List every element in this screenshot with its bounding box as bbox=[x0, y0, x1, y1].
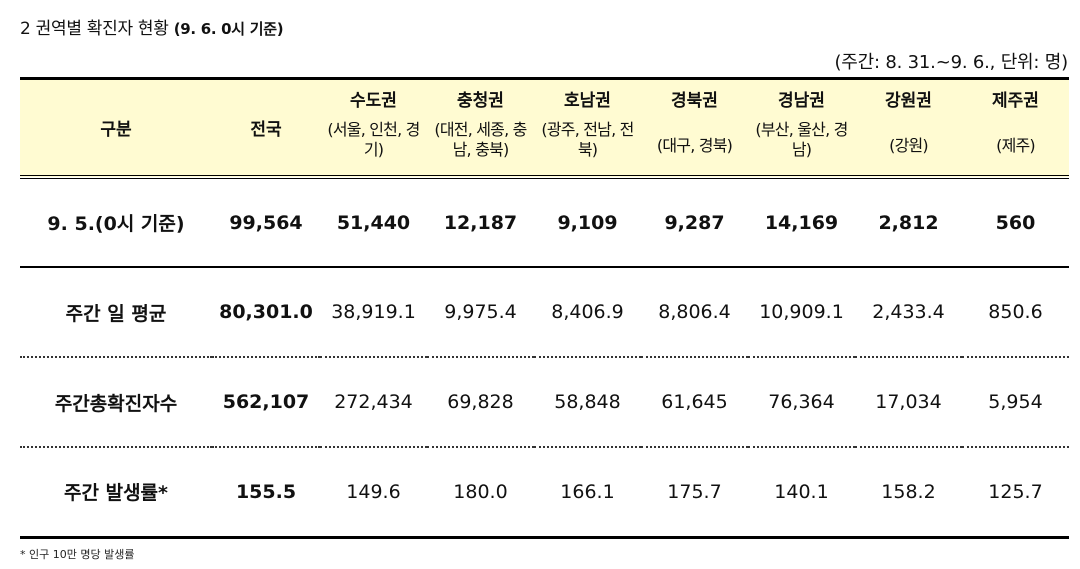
region-value: 5,954 bbox=[988, 391, 1043, 413]
header-region-name: 호남권 bbox=[534, 78, 641, 116]
region-value: 8,406.9 bbox=[551, 301, 624, 323]
region-value: 17,034 bbox=[875, 391, 942, 413]
region-value: 850.6 bbox=[988, 301, 1043, 323]
header-region-sub: (광주, 전남, 전북) bbox=[534, 116, 641, 177]
header-region-name: 제주권 bbox=[962, 78, 1069, 116]
region-value: 149.6 bbox=[346, 480, 401, 503]
region-value: 166.1 bbox=[560, 480, 615, 503]
region-value: 2,433.4 bbox=[872, 301, 945, 323]
region-value: 140.1 bbox=[774, 480, 829, 503]
header-region-sub: (대구, 경북) bbox=[641, 116, 748, 177]
header-region-sub: (제주) bbox=[962, 116, 1069, 177]
region-value: 9,109 bbox=[557, 211, 618, 234]
table-row: 주간 발생률* 155.5 149.6 180.0 166.1 175.7 14… bbox=[20, 447, 1069, 537]
region-value: 8,806.4 bbox=[658, 301, 731, 323]
header-region-name: 수도권 bbox=[320, 78, 427, 116]
header-region-sub: (강원) bbox=[855, 116, 962, 177]
region-value: 38,919.1 bbox=[331, 301, 416, 323]
header-region-name: 경북권 bbox=[641, 78, 748, 116]
row-label: 주간 발생률* bbox=[64, 482, 168, 505]
table-row: 9. 5.(0시 기준) 99,564 51,440 12,187 9,109 … bbox=[20, 177, 1069, 267]
region-value: 175.7 bbox=[667, 480, 722, 503]
region-value: 12,187 bbox=[443, 211, 518, 234]
region-value: 180.0 bbox=[453, 480, 508, 503]
national-value: 80,301.0 bbox=[219, 301, 313, 323]
section-date: (9. 6. 0시 기준) bbox=[173, 20, 284, 38]
region-value: 61,645 bbox=[661, 391, 728, 413]
footnote: * 인구 10만 명당 발생률 bbox=[20, 548, 135, 561]
region-value: 69,828 bbox=[447, 391, 514, 413]
region-value: 58,848 bbox=[554, 391, 621, 413]
national-value: 99,564 bbox=[229, 211, 303, 234]
header-region-name: 충청권 bbox=[427, 78, 534, 116]
table-row: 주간총확진자수 562,107 272,434 69,828 58,848 61… bbox=[20, 357, 1069, 447]
header-region-name: 강원권 bbox=[855, 78, 962, 116]
region-value: 2,812 bbox=[878, 211, 939, 234]
header-national: 전국 bbox=[212, 78, 320, 177]
row-label: 주간 일 평균 bbox=[65, 302, 167, 325]
unit-note: (주간: 8. 31.~9. 6., 단위: 명) bbox=[834, 52, 1068, 73]
section-title: 2 권역별 확진자 현황 (9. 6. 0시 기준) bbox=[20, 14, 284, 39]
table-row: 주간 일 평균 80,301.0 38,919.1 9,975.4 8,406.… bbox=[20, 267, 1069, 357]
header-region-sub: (서울, 인천, 경기) bbox=[320, 116, 427, 177]
national-value: 562,107 bbox=[222, 391, 310, 413]
header-region-name: 경남권 bbox=[748, 78, 855, 116]
section-title-text: 권역별 확진자 현황 bbox=[35, 19, 169, 39]
row-label: 9. 5.(0시 기준) bbox=[47, 213, 185, 235]
region-value: 9,287 bbox=[664, 211, 725, 234]
region-value: 10,909.1 bbox=[759, 301, 844, 323]
national-value: 155.5 bbox=[235, 480, 297, 503]
region-value: 14,169 bbox=[764, 211, 839, 234]
section-number: 2 bbox=[20, 19, 31, 39]
header-category: 구분 bbox=[20, 78, 212, 177]
region-value: 76,364 bbox=[768, 391, 835, 413]
header-region-sub: (대전, 세종, 충남, 충북) bbox=[427, 116, 534, 177]
region-value: 125.7 bbox=[988, 480, 1043, 503]
header-region-sub: (부산, 울산, 경남) bbox=[748, 116, 855, 177]
region-value: 272,434 bbox=[334, 391, 413, 413]
region-value: 9,975.4 bbox=[444, 301, 517, 323]
row-label: 주간총확진자수 bbox=[54, 392, 178, 415]
region-value: 560 bbox=[995, 211, 1036, 234]
region-value: 51,440 bbox=[336, 211, 411, 234]
region-value: 158.2 bbox=[881, 480, 936, 503]
regional-cases-table: 구분 전국 수도권 충청권 호남권 경북권 경남권 강원권 제주권 (서울, 인… bbox=[20, 77, 1069, 539]
